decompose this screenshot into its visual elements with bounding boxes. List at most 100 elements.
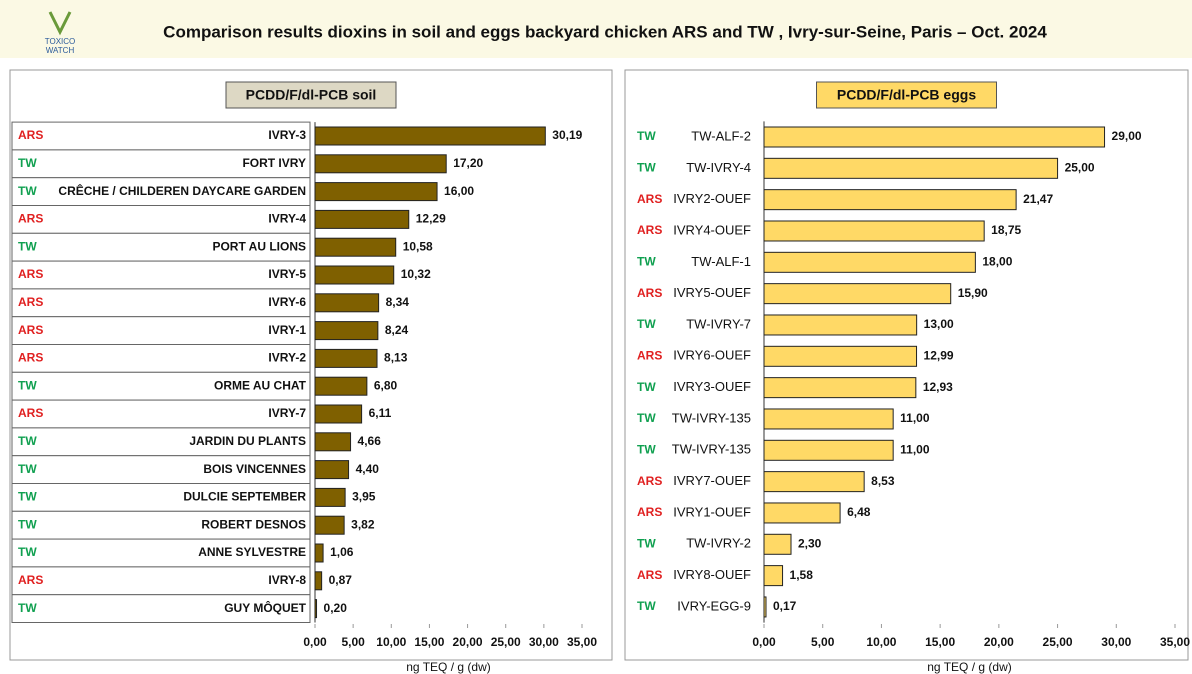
category-label: IVRY-EGG-9 <box>677 598 751 613</box>
group-label: TW <box>637 536 656 550</box>
category-label: FORT IVRY <box>242 156 306 170</box>
group-label: TW <box>637 161 656 175</box>
category-label: IVRY-3 <box>268 128 306 142</box>
x-tick-label: 20,00 <box>984 635 1014 649</box>
x-tick-label: 30,00 <box>529 635 559 649</box>
value-label: 11,00 <box>900 442 930 456</box>
group-label: ARS <box>18 351 43 365</box>
logo-text: WATCH <box>46 46 75 55</box>
group-label: ARS <box>637 223 662 237</box>
label-box <box>11 455 311 485</box>
category-label: IVRY6-OUEF <box>673 348 751 363</box>
category-label: PORT AU LIONS <box>212 239 306 253</box>
value-label: 12,99 <box>924 348 954 362</box>
group-label: ARS <box>18 212 43 226</box>
group-label: TW <box>18 156 37 170</box>
group-label: TW <box>637 599 656 613</box>
value-label: 25,00 <box>1065 161 1095 175</box>
category-label: TW-IVRY-2 <box>686 536 751 551</box>
group-label: ARS <box>18 406 43 420</box>
bar <box>763 189 1017 211</box>
bar <box>763 377 917 399</box>
bar <box>763 533 792 555</box>
x-tick-label: 5,00 <box>341 635 365 649</box>
x-axis-label: ng TEQ / g (dw) <box>927 660 1011 674</box>
bar <box>763 596 767 618</box>
group-label: TW <box>637 411 656 425</box>
group-label: TW <box>18 601 37 615</box>
group-label: ARS <box>18 323 43 337</box>
category-label: IVRY5-OUEF <box>673 285 751 300</box>
bar <box>314 543 324 563</box>
category-label: IVRY-4 <box>268 212 306 226</box>
value-label: 2,30 <box>798 536 822 550</box>
value-label: 11,00 <box>900 411 930 425</box>
x-tick-label: 15,00 <box>925 635 955 649</box>
x-tick-label: 15,00 <box>414 635 444 649</box>
bar <box>763 126 1106 148</box>
bar <box>314 237 397 257</box>
category-label: IVRY7-OUEF <box>673 473 751 488</box>
category-label: IVRY1-OUEF <box>673 504 751 519</box>
bar <box>314 460 350 480</box>
bar <box>763 157 1059 179</box>
value-label: 6,48 <box>847 505 871 519</box>
value-label: 0,17 <box>773 599 797 613</box>
group-label: TW <box>637 254 656 268</box>
x-tick-label: 35,00 <box>1160 635 1190 649</box>
x-tick-label: 10,00 <box>866 635 896 649</box>
value-label: 10,58 <box>403 239 433 253</box>
category-label: CRÊCHE / CHILDEREN DAYCARE GARDEN <box>58 183 306 198</box>
label-box <box>11 316 311 346</box>
value-label: 13,00 <box>924 317 954 331</box>
category-label: IVRY-1 <box>268 323 306 337</box>
bar <box>314 404 363 424</box>
category-label: TW-IVRY-135 <box>672 410 751 425</box>
header-band <box>0 0 1192 58</box>
value-label: 4,66 <box>358 434 382 448</box>
category-label: BOIS VINCENNES <box>203 462 306 476</box>
category-label: JARDIN DU PLANTS <box>189 434 306 448</box>
category-label: ROBERT DESNOS <box>201 517 306 531</box>
bar <box>314 182 438 202</box>
group-label: ARS <box>18 128 43 142</box>
bar <box>763 314 918 336</box>
value-label: 21,47 <box>1023 192 1053 206</box>
category-label: IVRY-5 <box>268 267 306 281</box>
x-tick-label: 25,00 <box>1043 635 1073 649</box>
label-box <box>11 288 311 318</box>
bar <box>314 154 447 174</box>
label-box <box>11 344 311 373</box>
group-label: ARS <box>637 192 662 206</box>
value-label: 6,80 <box>374 378 398 392</box>
logo-text: TOXICO <box>45 37 76 46</box>
group-label: TW <box>637 380 656 394</box>
category-label: TW-IVRY-7 <box>686 316 751 331</box>
x-tick-label: 0,00 <box>303 635 327 649</box>
group-label: TW <box>18 434 37 448</box>
label-box <box>11 483 311 512</box>
label-box <box>11 260 311 290</box>
x-tick-label: 5,00 <box>811 635 835 649</box>
chart-title-box <box>225 81 397 109</box>
category-label: IVRY-2 <box>268 351 306 365</box>
x-axis-label: ng TEQ / g (dw) <box>406 660 490 674</box>
value-label: 8,13 <box>384 351 408 365</box>
group-label: ARS <box>637 348 662 362</box>
category-label: TW-ALF-1 <box>691 254 751 269</box>
group-label: ARS <box>18 267 43 281</box>
category-label: IVRY3-OUEF <box>673 379 751 394</box>
x-tick-label: 20,00 <box>453 635 483 649</box>
category-label: IVRY-7 <box>268 406 306 420</box>
group-label: TW <box>18 239 37 253</box>
group-label: ARS <box>637 505 662 519</box>
x-tick-label: 0,00 <box>752 635 776 649</box>
value-label: 18,00 <box>982 254 1012 268</box>
value-label: 29,00 <box>1112 129 1142 143</box>
bar <box>314 348 378 368</box>
label-box <box>11 594 311 624</box>
label-box <box>11 399 311 429</box>
group-label: ARS <box>637 568 662 582</box>
category-label: IVRY-6 <box>268 295 306 309</box>
value-label: 10,32 <box>401 267 431 281</box>
